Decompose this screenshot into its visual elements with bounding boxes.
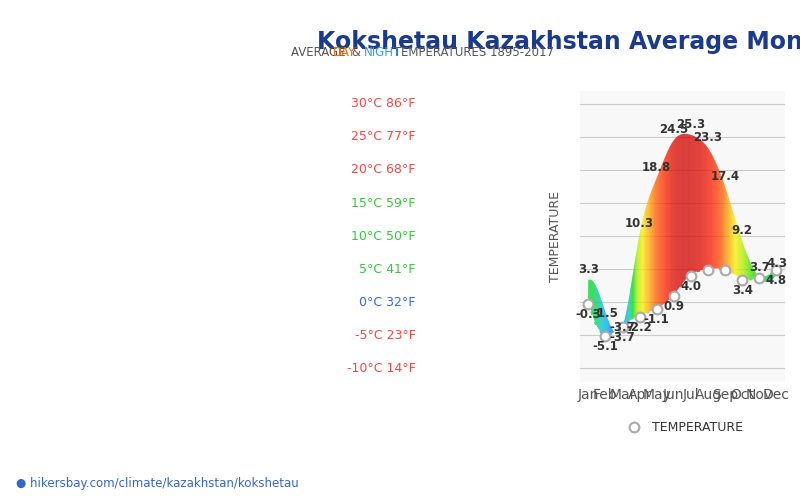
Text: -2.2: -2.2: [626, 320, 653, 334]
Text: 15°C 59°F: 15°C 59°F: [351, 196, 415, 209]
Text: 10.3: 10.3: [625, 217, 654, 230]
Text: &: &: [348, 46, 365, 59]
Text: 3.7: 3.7: [749, 260, 770, 274]
Text: 0.9: 0.9: [663, 300, 684, 313]
Text: -3.7: -3.7: [610, 321, 635, 334]
Text: 25°C 77°F: 25°C 77°F: [351, 130, 415, 143]
Text: 4.3: 4.3: [766, 256, 787, 270]
Text: -1.5: -1.5: [593, 306, 618, 320]
Text: AVERAGE: AVERAGE: [291, 46, 349, 59]
Text: 5°C 41°F: 5°C 41°F: [359, 262, 415, 276]
Text: -10°C 14°F: -10°C 14°F: [346, 362, 415, 375]
Text: NIGHT: NIGHT: [363, 46, 401, 59]
Text: -0.3: -0.3: [575, 308, 601, 321]
Text: -1.1: -1.1: [644, 314, 670, 326]
Text: 4.0: 4.0: [681, 280, 702, 292]
Text: TEMPERATURES 1895-2017: TEMPERATURES 1895-2017: [390, 46, 554, 59]
Text: 23.3: 23.3: [694, 131, 722, 144]
Text: -5.1: -5.1: [593, 340, 618, 353]
Legend: TEMPERATURE: TEMPERATURE: [616, 416, 749, 440]
Text: 24.5: 24.5: [659, 123, 689, 136]
Title: Kokshetau Kazakhstan Average Monthly Temperatures: Kokshetau Kazakhstan Average Monthly Tem…: [318, 30, 800, 54]
Text: TEMPERATURE: TEMPERATURE: [549, 190, 562, 282]
Text: 10°C 50°F: 10°C 50°F: [351, 230, 415, 242]
Text: 4.8: 4.8: [766, 274, 787, 287]
Text: 17.4: 17.4: [710, 170, 740, 183]
Text: 18.8: 18.8: [642, 160, 671, 173]
Text: DAY: DAY: [333, 46, 355, 59]
Text: 3.3: 3.3: [578, 263, 598, 276]
Text: 9.2: 9.2: [732, 224, 753, 237]
Text: 25.3: 25.3: [676, 118, 706, 130]
Text: 30°C 86°F: 30°C 86°F: [351, 98, 415, 110]
Text: -5°C 23°F: -5°C 23°F: [354, 329, 415, 342]
Text: 20°C 68°F: 20°C 68°F: [351, 164, 415, 176]
Text: 0°C 32°F: 0°C 32°F: [359, 296, 415, 308]
Text: -3.7: -3.7: [610, 330, 635, 344]
Text: ● hikersbay.com/climate/kazakhstan/kokshetau: ● hikersbay.com/climate/kazakhstan/koksh…: [16, 477, 298, 490]
Text: 3.4: 3.4: [732, 284, 753, 296]
